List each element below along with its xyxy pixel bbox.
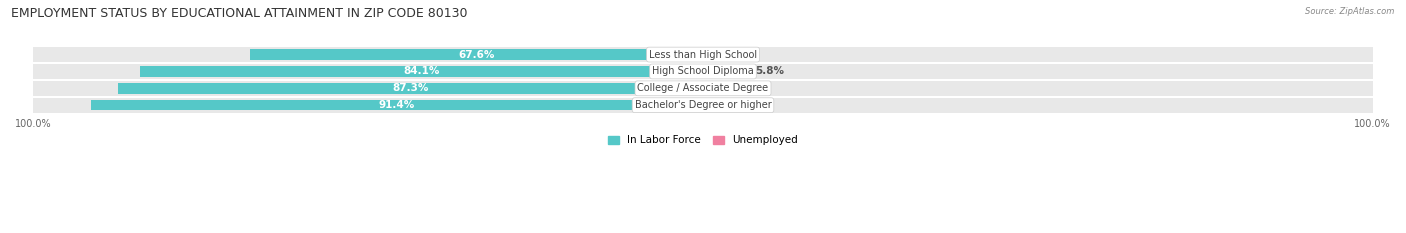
Bar bbox=[34, 81, 703, 96]
Legend: In Labor Force, Unemployed: In Labor Force, Unemployed bbox=[605, 131, 801, 149]
Bar bbox=[34, 64, 703, 79]
Text: 67.6%: 67.6% bbox=[458, 50, 495, 60]
Text: EMPLOYMENT STATUS BY EDUCATIONAL ATTAINMENT IN ZIP CODE 80130: EMPLOYMENT STATUS BY EDUCATIONAL ATTAINM… bbox=[11, 7, 468, 20]
Bar bbox=[703, 81, 1372, 96]
Text: 5.8%: 5.8% bbox=[755, 66, 785, 76]
Bar bbox=[139, 66, 703, 77]
Text: Less than High School: Less than High School bbox=[650, 50, 756, 60]
Bar bbox=[703, 47, 1372, 62]
Bar bbox=[118, 83, 703, 94]
Text: 0.0%: 0.0% bbox=[717, 50, 745, 60]
Bar bbox=[703, 64, 1372, 79]
Text: 2.0%: 2.0% bbox=[730, 100, 759, 110]
Text: 3.6%: 3.6% bbox=[741, 83, 769, 93]
Text: Bachelor's Degree or higher: Bachelor's Degree or higher bbox=[634, 100, 772, 110]
Bar bbox=[703, 98, 1372, 113]
Bar bbox=[703, 83, 727, 94]
Text: 87.3%: 87.3% bbox=[392, 83, 429, 93]
Bar bbox=[34, 98, 703, 113]
Bar bbox=[91, 100, 703, 110]
Text: 91.4%: 91.4% bbox=[378, 100, 415, 110]
Bar bbox=[703, 100, 717, 110]
Text: High School Diploma: High School Diploma bbox=[652, 66, 754, 76]
Bar bbox=[34, 47, 703, 62]
Text: 84.1%: 84.1% bbox=[404, 66, 440, 76]
Text: Source: ZipAtlas.com: Source: ZipAtlas.com bbox=[1305, 7, 1395, 16]
Bar bbox=[703, 66, 742, 77]
Text: College / Associate Degree: College / Associate Degree bbox=[637, 83, 769, 93]
Bar bbox=[250, 49, 703, 60]
